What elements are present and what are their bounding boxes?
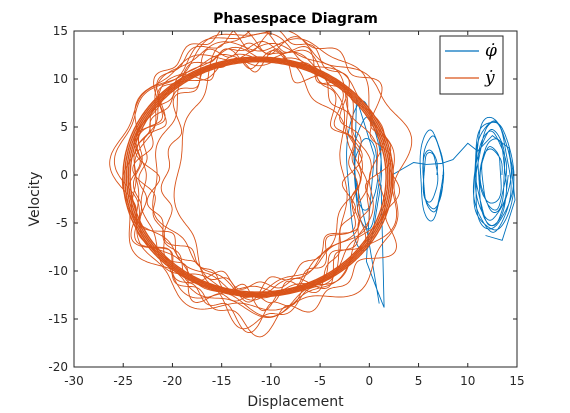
chart-title: Phasespace Diagram: [213, 11, 378, 27]
x-tick-label: -20: [163, 374, 183, 388]
phi-cluster-six: [419, 129, 445, 222]
y-tick-label: 5: [60, 120, 68, 134]
y-tick-label: -5: [56, 216, 68, 230]
y-tick-label: -20: [48, 360, 68, 374]
ydot-limit-cycle: [122, 56, 394, 298]
ydot-orbit: [173, 31, 348, 330]
x-tick-label: 10: [460, 374, 475, 388]
ydot-limit-cycle: [129, 61, 387, 293]
ydot-limit-cycle: [124, 57, 393, 297]
traces: [109, 31, 516, 338]
ydot-orbit: [109, 31, 413, 311]
legend: φ̇ ẏ: [439, 35, 504, 95]
x-axis-label: Displacement: [247, 394, 344, 410]
ydot-orbit: [128, 31, 401, 338]
x-tick-label: -5: [314, 374, 326, 388]
x-tick-label: 15: [509, 374, 524, 388]
ydot-limit-cycle: [127, 59, 389, 294]
axes-box: [73, 30, 518, 368]
legend-entry: φ̇: [485, 41, 497, 61]
phi-strand-right: [391, 135, 516, 241]
x-tick-label: -25: [113, 374, 133, 388]
y-axis-label: Velocity: [27, 172, 43, 227]
x-tick-label: -15: [212, 374, 232, 388]
ydot-orbit: [133, 38, 398, 318]
phi-strand: [354, 98, 385, 308]
y-tick-label: -10: [48, 264, 68, 278]
y-tick-label: 0: [60, 168, 68, 182]
x-tick-label: 0: [366, 374, 374, 388]
x-tick-label: -30: [64, 374, 84, 388]
ydot-orbit: [138, 48, 361, 303]
y-tick-label: 15: [53, 24, 68, 38]
x-tick-label: 5: [415, 374, 423, 388]
legend-entry: ẏ: [484, 68, 495, 88]
x-tick-label: -10: [261, 374, 281, 388]
ydot-orbit: [135, 53, 362, 295]
axis-ticks: -30 -25 -20 -15 -10 -5 0 5 10 15 -20 -15 -10 -5 0 5 10 15: [48, 24, 524, 388]
phi-cluster-twelve: [472, 116, 515, 233]
legend-box: [439, 35, 504, 95]
y-tick-label: 10: [53, 72, 68, 86]
y-tick-label: -15: [48, 312, 68, 326]
ydot-limit-cycle: [125, 58, 391, 296]
ydot-orbit: [152, 46, 363, 301]
